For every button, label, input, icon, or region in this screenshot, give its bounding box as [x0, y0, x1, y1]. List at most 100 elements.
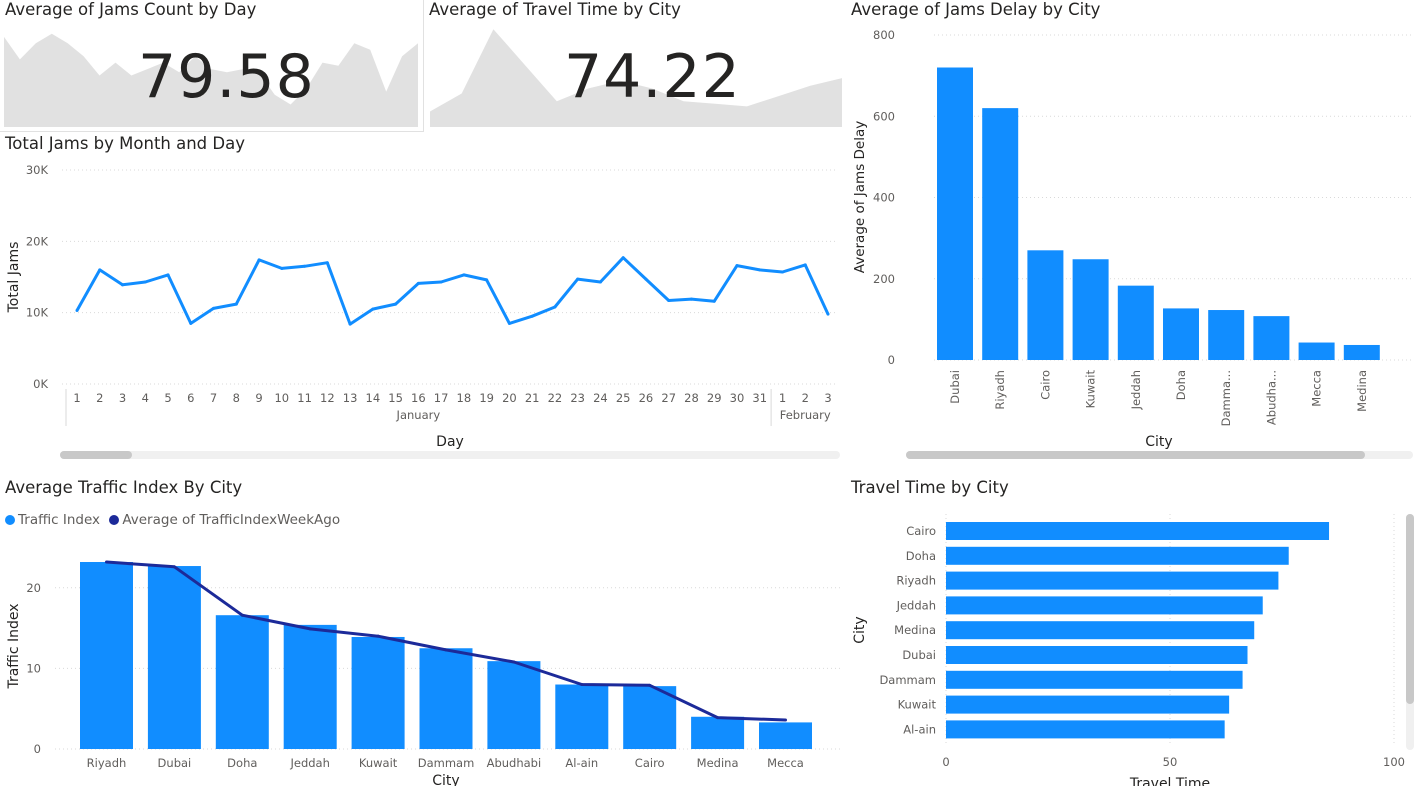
jams-delay-title: Average of Jams Delay by City — [851, 0, 1101, 19]
x-tick-label: 9 — [255, 391, 262, 405]
x-tick-label: 100 — [1383, 755, 1405, 769]
legend-dot-icon — [109, 515, 120, 525]
x-axis-title: Day — [436, 434, 464, 450]
y-axis-title: City — [852, 616, 868, 643]
x-tick-label: 50 — [1163, 755, 1178, 769]
data-point — [189, 321, 193, 325]
x-tick-label: 21 — [525, 391, 540, 405]
bar — [623, 686, 677, 749]
x-tick-label: Medina — [1355, 370, 1369, 412]
x-tick-label: 11 — [297, 391, 312, 405]
bar — [691, 716, 745, 749]
x-tick-label: Medina — [697, 756, 739, 770]
line-chart-scroll-thumb[interactable] — [60, 451, 132, 459]
traffic-index-combo-chart[interactable]: Average Traffic Index By City 0 10 20 Riyad… — [0, 478, 845, 786]
x-tick-label: Jeddah — [1129, 370, 1143, 410]
bar — [946, 546, 1289, 565]
bar — [946, 522, 1330, 540]
y-tick-label: Doha — [906, 549, 936, 563]
data-point — [240, 613, 244, 617]
sparkline-area — [4, 33, 418, 128]
bar — [937, 67, 973, 360]
x-tick-label: 8 — [233, 391, 240, 405]
data-point — [667, 299, 671, 303]
total-jams-line-chart[interactable]: Total Jams by Month and Day 0K 10K 20K 30K 1… — [0, 134, 845, 464]
data-point — [376, 634, 380, 638]
travel-chart-scroll-thumb[interactable] — [1406, 514, 1414, 704]
x-tick-label: 27 — [661, 391, 676, 405]
x-tick-label: 28 — [684, 391, 699, 405]
x-tick-label: 13 — [343, 391, 358, 405]
x-tick-label: Jeddah — [289, 756, 329, 770]
y-tick-label: Al-ain — [903, 722, 936, 736]
bar — [946, 695, 1230, 714]
kpi-jams-sparkline — [4, 33, 418, 128]
x-tick-label: Abudha... — [1264, 370, 1278, 425]
data-point — [234, 302, 238, 306]
x-tick-label: 16 — [411, 391, 426, 405]
x-axis-title: City — [432, 773, 459, 786]
x-tick-label: 12 — [320, 391, 335, 405]
x-tick-label: 20 — [502, 391, 517, 405]
x-tick-label: Cairo — [635, 756, 665, 770]
y-tick-label: 30K — [26, 163, 49, 177]
data-point — [166, 273, 170, 277]
data-point — [598, 280, 602, 284]
data-point — [394, 302, 398, 306]
travel-chart-scrollbar[interactable] — [1406, 514, 1414, 750]
x-tick-label: 3 — [824, 391, 831, 405]
data-point — [512, 660, 516, 664]
traffic-chart-svg: 0 10 20 Riyadh Dubai Doha Jeddah Kuwait Dammam Ab… — [6, 560, 840, 786]
legend-label: Average of TrafficIndexWeekAgo — [122, 512, 341, 528]
bar — [215, 615, 269, 749]
x-tick-label: Kuwait — [359, 756, 398, 770]
x-tick-label: Mecca — [1310, 370, 1324, 407]
data-point — [648, 683, 652, 687]
traffic-legend: Traffic Index Average of TrafficIndexWee… — [5, 512, 340, 528]
jams-delay-scrollbar[interactable] — [906, 451, 1413, 459]
line-chart-scrollbar[interactable] — [60, 451, 840, 459]
data-point — [758, 268, 762, 272]
data-point — [580, 683, 584, 687]
x-tick-label: Abudhabi — [487, 756, 542, 770]
kpi-travel-title: Average of Travel Time by City — [429, 0, 681, 19]
traffic-chart-title: Average Traffic Index By City — [5, 478, 243, 497]
x-tick-label: 30 — [730, 391, 745, 405]
kpi-jams-title: Average of Jams Count by Day — [5, 0, 257, 19]
data-point — [308, 627, 312, 631]
travel-time-hbar-chart[interactable]: Travel Time by City 0 50 100 Cairo Doha Riyad… — [846, 478, 1415, 786]
data-point — [621, 256, 625, 260]
x-tick-label: 7 — [210, 391, 217, 405]
kpi-jams-card[interactable]: Average of Jams Count by Day 79.58 — [0, 0, 424, 132]
y-tick-label: Medina — [894, 623, 936, 637]
bar — [1163, 308, 1199, 360]
jams-delay-scroll-thumb[interactable] — [906, 451, 1365, 459]
x-tick-label: Cairo — [1038, 370, 1052, 400]
data-point — [303, 264, 307, 268]
y-tick-label: Riyadh — [896, 574, 936, 588]
sparkline-area — [430, 29, 842, 128]
x-tick-label: 17 — [434, 391, 449, 405]
bar — [1027, 250, 1064, 360]
data-point — [507, 321, 511, 325]
y-axis-title: Average of Jams Delay — [852, 121, 868, 273]
bar — [946, 571, 1279, 590]
data-point — [172, 565, 176, 569]
legend-item-week-ago[interactable]: Average of TrafficIndexWeekAgo — [109, 512, 340, 528]
data-point — [416, 281, 420, 285]
x-tick-label: 15 — [388, 391, 403, 405]
x-tick-label: Riyadh — [87, 756, 127, 770]
data-point — [371, 307, 375, 311]
kpi-travel-value: 74.22 — [564, 42, 741, 112]
x-tick-label: Riyadh — [993, 370, 1007, 410]
x-tick-label: 19 — [479, 391, 494, 405]
kpi-travel-card[interactable]: Average of Travel Time by City 74.22 — [424, 0, 842, 131]
jams-delay-bar-chart[interactable]: Average of Jams Delay by City 0 200 400 600… — [846, 0, 1415, 464]
x-tick-label: 24 — [593, 391, 608, 405]
legend-item-traffic-index[interactable]: Traffic Index — [5, 512, 100, 528]
x-tick-label: 5 — [164, 391, 171, 405]
data-point — [257, 258, 261, 262]
bar — [1343, 344, 1380, 360]
x-tick-label: 10 — [274, 391, 289, 405]
y-tick-label: 10K — [26, 306, 49, 320]
